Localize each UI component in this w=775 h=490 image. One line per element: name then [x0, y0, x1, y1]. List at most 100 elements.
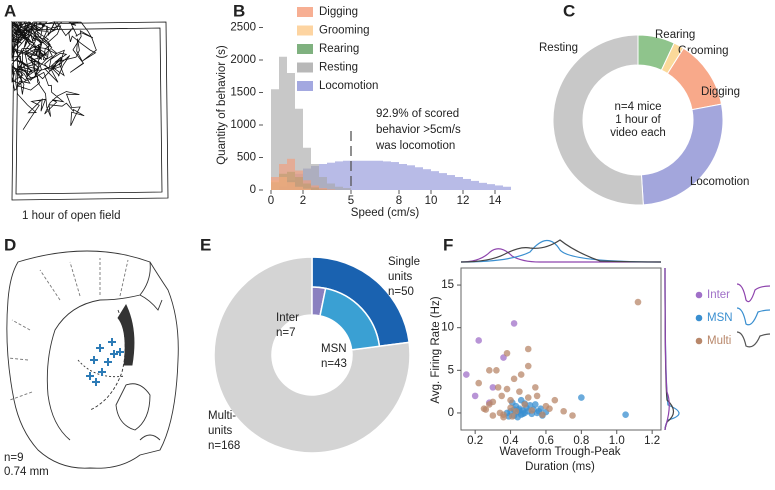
scatter-point [475, 379, 482, 387]
histogram-bar [455, 177, 463, 190]
x-axis-label: Duration (ms) [525, 461, 595, 473]
x-tick-label: 0.2 [467, 435, 483, 447]
legend-swatch [297, 44, 313, 54]
histogram-bar [303, 180, 311, 190]
histogram-bar [503, 186, 511, 190]
histogram-bar [287, 158, 295, 190]
scatter-point [622, 411, 629, 418]
scatter-point [533, 392, 541, 400]
legend-marker [695, 337, 703, 345]
y-axis-label: Quantity of behavior (s) [216, 45, 228, 165]
y-tick-label: 15 [441, 279, 454, 291]
histogram-bar [487, 184, 495, 190]
histogram-bar [359, 160, 367, 190]
scatter-point [521, 401, 529, 408]
scatter-point [524, 345, 532, 353]
y-tick-label: 500 [237, 152, 256, 164]
legend-label: Resting [319, 62, 358, 74]
scatter-point [510, 320, 518, 327]
legend-label: Grooming [319, 25, 370, 37]
y-axis-label: Avg. Firing Rate (Hz) [430, 296, 442, 403]
x-tick-label: 0.6 [538, 435, 554, 447]
panel-letter: E [200, 235, 211, 254]
histogram-bar [471, 180, 479, 190]
histogram-bar [319, 177, 327, 190]
scatter-point [507, 404, 514, 412]
value-label: n=43 [321, 358, 347, 370]
scatter-point [524, 362, 532, 370]
segment-label: Multi- [208, 410, 236, 422]
scatter-point [503, 385, 511, 393]
segment-label: MSN [321, 343, 347, 355]
legend-marker [695, 291, 703, 299]
scatter-point [489, 384, 497, 391]
donut-segment [213, 256, 411, 454]
x-tick-label: 14 [489, 195, 502, 207]
histogram-bar [391, 162, 399, 190]
histogram-bar [303, 147, 311, 190]
x-tick-label: 0 [268, 195, 274, 207]
scatter-point [509, 413, 516, 420]
segment-label: units [208, 425, 233, 437]
x-tick-label: 2 [300, 195, 306, 207]
segment-label: Rearing [655, 29, 695, 41]
panel-letter: C [563, 1, 575, 20]
panel-letter: D [4, 235, 16, 254]
scatter-point [532, 401, 539, 408]
histogram-bar [375, 160, 383, 190]
histogram-bar [367, 160, 375, 190]
histogram-bar [479, 182, 487, 190]
y-tick-label: 2000 [230, 54, 256, 66]
scatter-point [503, 349, 511, 357]
histogram-bar [335, 161, 343, 190]
caption: 1 hour of open field [22, 210, 120, 222]
legend-swatch [297, 62, 313, 73]
x-tick-label: 10 [425, 195, 438, 207]
scatter-point [524, 394, 532, 401]
histogram-bar [431, 171, 439, 190]
histogram-bar [287, 73, 295, 190]
histogram-bar [327, 162, 335, 190]
histogram-bar [327, 183, 335, 190]
annotation: 92.9% of scored [376, 108, 459, 120]
marginal-density-top [460, 239, 662, 263]
histogram-bar [399, 164, 407, 190]
trajectory-path [11, 21, 169, 201]
center-label: 1 hour of [615, 114, 661, 126]
histogram-bar [271, 89, 279, 190]
histogram-bar [271, 177, 279, 190]
y-tick-label: 0 [448, 407, 454, 419]
histogram-bar [319, 188, 327, 190]
scatter-point [507, 396, 514, 404]
scatter-point [560, 407, 567, 415]
y-tick-label: 2500 [230, 22, 256, 34]
histogram-bar [439, 173, 447, 190]
scatter-point [569, 412, 576, 419]
legend-swatch [297, 7, 313, 17]
x-tick-label: 8 [396, 195, 402, 207]
histogram-bar [447, 175, 455, 190]
legend-label: Locomotion [319, 80, 378, 92]
legend-label: Digging [319, 6, 358, 18]
y-tick-label: 1000 [230, 119, 256, 131]
histogram-bar [423, 169, 431, 190]
scatter-point [546, 405, 553, 412]
annotation: n=9 [4, 452, 24, 464]
x-tick-label: 1.2 [644, 435, 660, 447]
histogram-bar [495, 185, 503, 190]
legend-swatch [297, 81, 313, 91]
donut-segment [552, 34, 644, 206]
value-label: n=50 [388, 286, 414, 298]
plot-frame [460, 267, 662, 431]
scatter-point [482, 406, 490, 413]
scatter-point [486, 367, 493, 374]
scatter-point [463, 371, 470, 378]
scatter-point [634, 298, 642, 306]
x-tick-label: 12 [457, 195, 470, 207]
histogram-bar [295, 108, 303, 190]
histogram-bar [295, 170, 303, 190]
histogram-bar [463, 178, 471, 190]
scatter-point [537, 405, 544, 412]
annotation: behavior >5cm/s [376, 124, 461, 136]
